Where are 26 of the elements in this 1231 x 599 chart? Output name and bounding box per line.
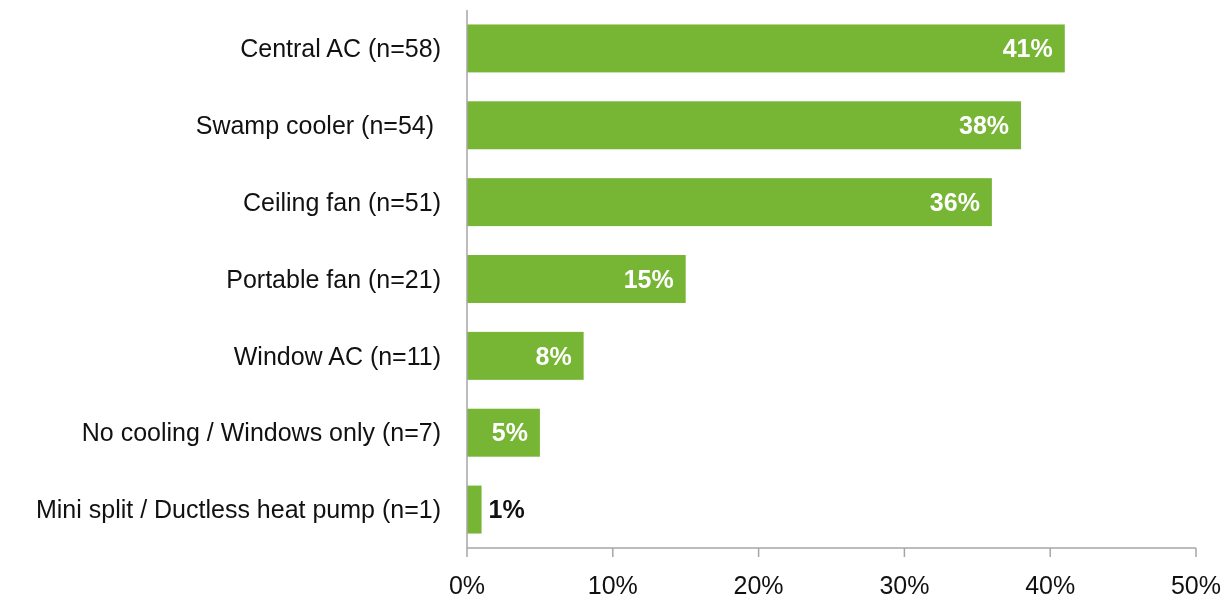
x-tick-label: 30% <box>879 571 930 599</box>
y-tick-label: Ceiling fan (n=51) <box>242 187 441 216</box>
data-label: 38% <box>958 111 1010 140</box>
y-tick-label: Swamp cooler (n=54) <box>195 111 441 140</box>
y-tick-label: No cooling / Windows only (n=7) <box>81 418 441 447</box>
bar <box>467 255 686 303</box>
y-tick-label: Mini split / Ductless heat pump (n=1) <box>35 495 441 524</box>
data-label: 41% <box>1002 34 1053 63</box>
y-tick-label: Window AC (n=11) <box>233 341 441 370</box>
data-label: 5% <box>491 418 528 447</box>
bar <box>467 485 482 534</box>
x-tick-label: 40% <box>1025 571 1076 599</box>
data-label: 15% <box>623 264 674 293</box>
x-tick-label: 0% <box>448 571 486 599</box>
data-label: 8% <box>535 341 572 370</box>
y-tick-label: Portable fan (n=21) <box>226 264 441 293</box>
x-tick-label: 50% <box>1170 571 1222 599</box>
x-tick-label: 10% <box>587 571 638 599</box>
y-tick-label: Central AC (n=58) <box>240 34 441 63</box>
bar <box>467 178 992 227</box>
x-tick-label: 20% <box>733 571 784 599</box>
data-label: 1% <box>488 495 525 524</box>
data-label: 36% <box>929 187 980 216</box>
bar <box>467 331 584 380</box>
bar <box>467 24 1065 73</box>
bar <box>467 101 1022 150</box>
